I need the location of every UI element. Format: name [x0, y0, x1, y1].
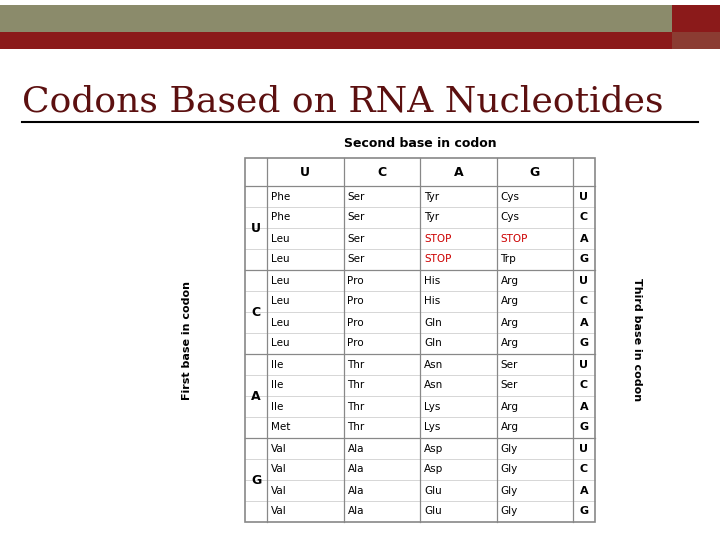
Text: A: A: [580, 233, 588, 244]
Text: Ser: Ser: [348, 254, 365, 265]
Text: Phe: Phe: [271, 213, 290, 222]
Text: G: G: [580, 422, 588, 433]
Text: His: His: [424, 275, 440, 286]
Text: Leu: Leu: [271, 233, 289, 244]
Text: Arg: Arg: [500, 275, 518, 286]
Text: C: C: [377, 165, 387, 179]
Text: Arg: Arg: [500, 402, 518, 411]
Text: Val: Val: [271, 464, 287, 475]
Text: Val: Val: [271, 507, 287, 516]
Text: First base in codon: First base in codon: [182, 280, 192, 400]
Text: Ile: Ile: [271, 381, 284, 390]
Text: Cys: Cys: [500, 213, 520, 222]
Text: G: G: [580, 254, 588, 265]
Text: A: A: [580, 485, 588, 496]
Text: Lys: Lys: [424, 402, 441, 411]
Text: Phe: Phe: [271, 192, 290, 201]
Text: Leu: Leu: [271, 318, 289, 327]
Text: Thr: Thr: [348, 422, 365, 433]
Text: C: C: [580, 213, 588, 222]
Text: Arg: Arg: [500, 422, 518, 433]
Text: Leu: Leu: [271, 254, 289, 265]
Text: Asn: Asn: [424, 360, 444, 369]
Bar: [672, 32, 720, 49]
Text: Ser: Ser: [500, 381, 518, 390]
Text: Ser: Ser: [348, 233, 365, 244]
Text: A: A: [251, 389, 261, 402]
Text: Pro: Pro: [348, 318, 364, 327]
Text: C: C: [580, 296, 588, 307]
Text: STOP: STOP: [424, 254, 451, 265]
Text: C: C: [251, 306, 261, 319]
Text: Pro: Pro: [348, 339, 364, 348]
Text: U: U: [580, 443, 588, 454]
Text: U: U: [300, 165, 310, 179]
Text: Gly: Gly: [500, 443, 518, 454]
Text: G: G: [530, 165, 540, 179]
Text: Ser: Ser: [348, 192, 365, 201]
Text: Leu: Leu: [271, 275, 289, 286]
Text: Glu: Glu: [424, 507, 442, 516]
Text: Thr: Thr: [348, 402, 365, 411]
Text: Asn: Asn: [424, 381, 444, 390]
Text: Val: Val: [271, 443, 287, 454]
Text: STOP: STOP: [424, 233, 451, 244]
Text: His: His: [424, 296, 440, 307]
Text: G: G: [580, 339, 588, 348]
Bar: [0, 5, 672, 32]
Text: Arg: Arg: [500, 339, 518, 348]
Text: Third base in codon: Third base in codon: [632, 279, 642, 402]
Text: Arg: Arg: [500, 318, 518, 327]
Text: G: G: [580, 507, 588, 516]
Text: C: C: [580, 464, 588, 475]
Text: U: U: [580, 275, 588, 286]
Text: Tyr: Tyr: [424, 192, 439, 201]
Text: A: A: [580, 318, 588, 327]
Text: Gly: Gly: [500, 485, 518, 496]
Bar: [0, 32, 720, 49]
Text: Ser: Ser: [348, 213, 365, 222]
Text: Thr: Thr: [348, 360, 365, 369]
Text: U: U: [580, 360, 588, 369]
Text: Arg: Arg: [500, 296, 518, 307]
Bar: [672, 5, 720, 49]
Text: Thr: Thr: [348, 381, 365, 390]
Text: Asp: Asp: [424, 464, 444, 475]
Text: Cys: Cys: [500, 192, 520, 201]
Text: U: U: [251, 221, 261, 234]
Text: Val: Val: [271, 485, 287, 496]
Text: Pro: Pro: [348, 275, 364, 286]
Text: Ala: Ala: [348, 485, 364, 496]
Text: A: A: [580, 402, 588, 411]
Text: Ser: Ser: [500, 360, 518, 369]
Text: Gln: Gln: [424, 339, 442, 348]
Text: Gln: Gln: [424, 318, 442, 327]
Text: Lys: Lys: [424, 422, 441, 433]
Text: A: A: [454, 165, 463, 179]
Bar: [245, 158, 595, 522]
Text: Codons Based on RNA Nucleotides: Codons Based on RNA Nucleotides: [22, 85, 664, 119]
Text: Gly: Gly: [500, 464, 518, 475]
Text: Ile: Ile: [271, 360, 284, 369]
Text: C: C: [580, 381, 588, 390]
Text: Gly: Gly: [500, 507, 518, 516]
Text: G: G: [251, 474, 261, 487]
Text: Tyr: Tyr: [424, 213, 439, 222]
Text: Leu: Leu: [271, 339, 289, 348]
Text: Ala: Ala: [348, 464, 364, 475]
Text: Leu: Leu: [271, 296, 289, 307]
Text: Ala: Ala: [348, 507, 364, 516]
Text: STOP: STOP: [500, 233, 528, 244]
Text: U: U: [580, 192, 588, 201]
Text: Ile: Ile: [271, 402, 284, 411]
Text: Ala: Ala: [348, 443, 364, 454]
Text: Asp: Asp: [424, 443, 444, 454]
Text: Pro: Pro: [348, 296, 364, 307]
Text: Met: Met: [271, 422, 290, 433]
Text: Second base in codon: Second base in codon: [343, 137, 496, 150]
Text: Trp: Trp: [500, 254, 516, 265]
Text: Glu: Glu: [424, 485, 442, 496]
